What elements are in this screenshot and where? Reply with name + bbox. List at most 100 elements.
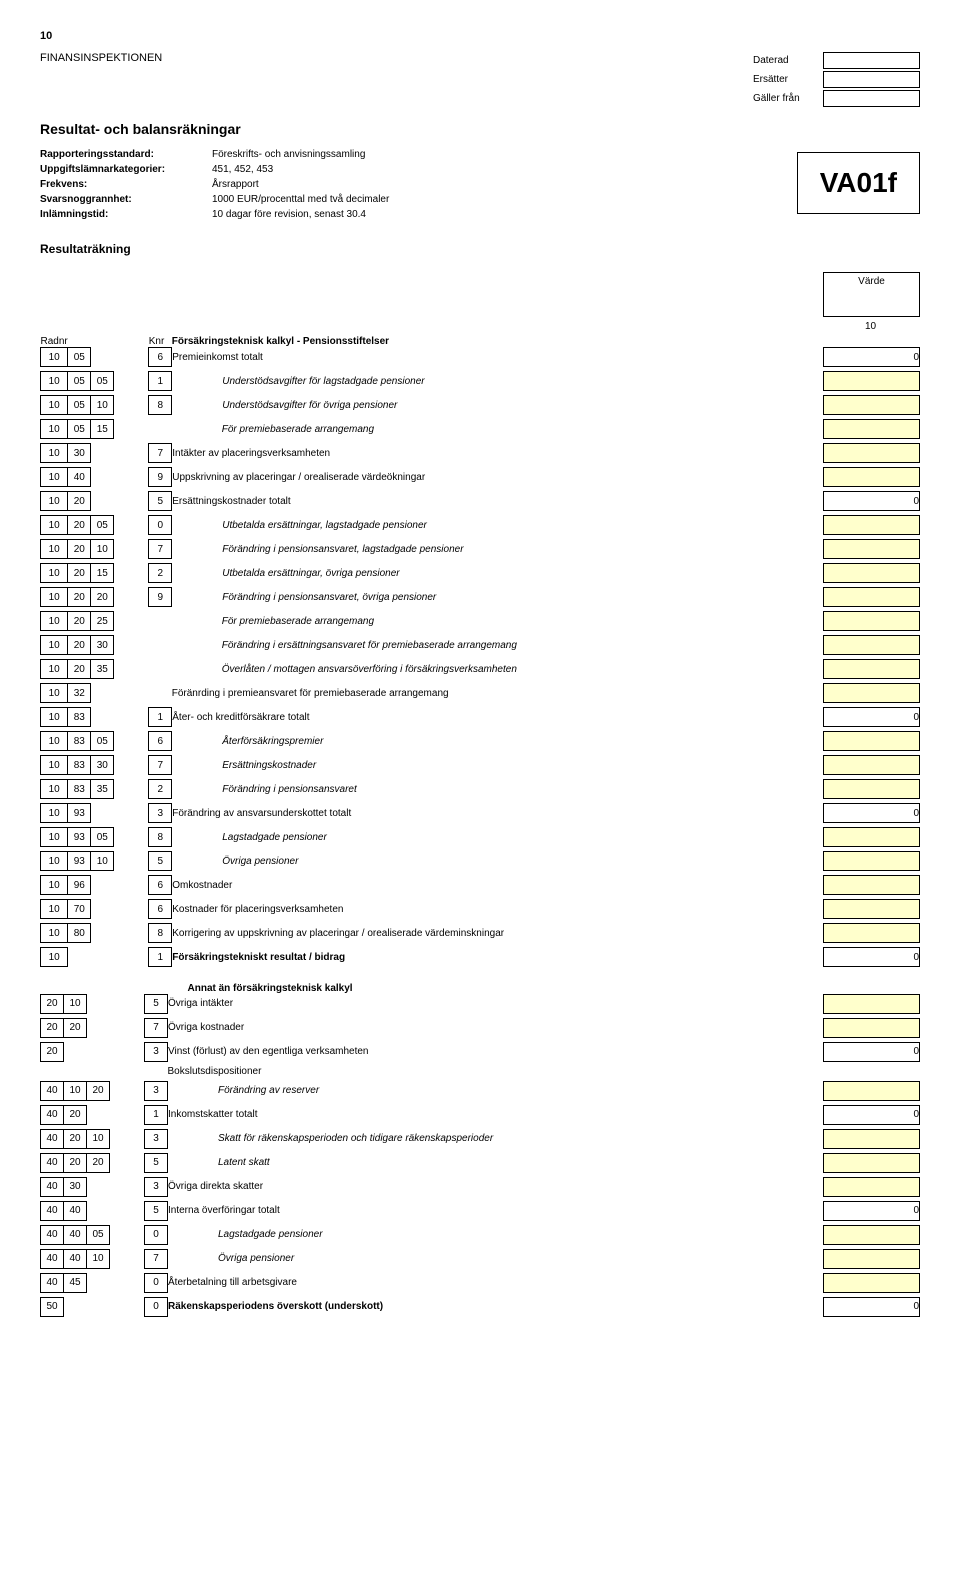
- replaces-value[interactable]: [823, 71, 920, 88]
- value-cell[interactable]: [824, 852, 920, 871]
- value-cell[interactable]: [824, 636, 920, 655]
- code-cell: [114, 540, 137, 559]
- code-cell: 10: [41, 804, 68, 823]
- code-cell: [110, 1042, 133, 1061]
- code-cell: 80: [68, 924, 91, 943]
- hdr-desc: Försäkringsteknisk kalkyl - Pensionsstif…: [172, 336, 824, 348]
- value-cell[interactable]: [824, 372, 920, 391]
- knr-cell: 3: [145, 1129, 168, 1148]
- code-cell: 10: [41, 756, 68, 775]
- value-cell[interactable]: [824, 1153, 920, 1172]
- value-cell[interactable]: [824, 924, 920, 943]
- value-cell[interactable]: [824, 1177, 920, 1196]
- code-cell: 40: [41, 1105, 64, 1124]
- hdr-knr: Knr: [149, 336, 172, 348]
- row-label: Kostnader för placeringsverksamheten: [172, 900, 824, 919]
- knr-cell: 6: [149, 732, 172, 751]
- code-cell: 93: [68, 852, 91, 871]
- row-label: Omkostnader: [172, 876, 824, 895]
- value-cell[interactable]: [824, 468, 920, 487]
- code-cell: 20: [68, 660, 91, 679]
- code-cell: 10: [41, 900, 68, 919]
- code-cell: 20: [68, 612, 91, 631]
- code-cell: [91, 876, 114, 895]
- row-label: Övriga intäkter: [168, 994, 824, 1013]
- value-cell[interactable]: [824, 396, 920, 415]
- value-cell[interactable]: [824, 660, 920, 679]
- value-cell[interactable]: [824, 1273, 920, 1292]
- value-cell[interactable]: [824, 564, 920, 583]
- validfrom-value[interactable]: [823, 90, 920, 107]
- row-label: Utbetalda ersättningar, övriga pensioner: [172, 564, 824, 583]
- code-cell: 83: [68, 756, 91, 775]
- code-cell: 05: [68, 420, 91, 439]
- knr-cell: 8: [149, 828, 172, 847]
- code-cell: 10: [41, 876, 68, 895]
- value-cell[interactable]: [824, 828, 920, 847]
- code-cell: 10: [41, 708, 68, 727]
- code-cell: [110, 1081, 133, 1100]
- code-cell: 40: [68, 468, 91, 487]
- value-cell[interactable]: [824, 612, 920, 631]
- knr-cell: 6: [149, 876, 172, 895]
- knr-cell: 0: [145, 1297, 168, 1316]
- value-cell[interactable]: [824, 994, 920, 1013]
- value-cell[interactable]: [824, 1081, 920, 1100]
- varde-box: Värde: [823, 272, 920, 317]
- code-cell: [114, 684, 137, 703]
- row-label: Räkenskapsperiodens överskott (underskot…: [168, 1297, 824, 1316]
- value-cell: 0: [824, 1105, 920, 1124]
- code-cell: [87, 1177, 110, 1196]
- main-title: Resultat- och balansräkningar: [40, 121, 920, 137]
- code-cell: 10: [91, 540, 114, 559]
- code-cell: [114, 372, 137, 391]
- code-cell: 20: [41, 994, 64, 1013]
- value-cell[interactable]: [824, 780, 920, 799]
- code-cell: [87, 1105, 110, 1124]
- value-cell: 0: [824, 348, 920, 367]
- knr-cell: 9: [149, 468, 172, 487]
- row-label: Åter- och kreditförsäkrare totalt: [172, 708, 824, 727]
- code-cell: 93: [68, 828, 91, 847]
- value-cell[interactable]: [824, 420, 920, 439]
- value-cell[interactable]: [824, 876, 920, 895]
- value-cell[interactable]: [824, 756, 920, 775]
- dated-value[interactable]: [823, 52, 920, 69]
- value-cell: 0: [824, 948, 920, 967]
- code-cell: [114, 564, 137, 583]
- code-cell: 10: [41, 780, 68, 799]
- code-cell: 05: [68, 348, 91, 367]
- value-cell[interactable]: [824, 684, 920, 703]
- value-cell[interactable]: [824, 516, 920, 535]
- row-label: Understödsavgifter för lagstadgade pensi…: [172, 372, 824, 391]
- code-cell: 10: [41, 732, 68, 751]
- code-cell: 10: [41, 828, 68, 847]
- value-cell[interactable]: [824, 588, 920, 607]
- value-cell[interactable]: [824, 1225, 920, 1244]
- code-cell: [91, 924, 114, 943]
- value-cell[interactable]: [824, 900, 920, 919]
- knr-cell: 8: [149, 396, 172, 415]
- code-cell: [110, 1066, 133, 1077]
- knr-cell: 5: [149, 492, 172, 511]
- value-cell[interactable]: [824, 444, 920, 463]
- row-label: Förändring av ansvarsunderskottet totalt: [172, 804, 824, 823]
- value-cell[interactable]: [824, 1018, 920, 1037]
- knr-cell: 3: [149, 804, 172, 823]
- knr-cell: 5: [145, 994, 168, 1013]
- code-cell: 20: [68, 636, 91, 655]
- sub-title: Resultaträkning: [40, 242, 920, 256]
- code-cell: 10: [64, 1081, 87, 1100]
- row-label: Inkomstskatter totalt: [168, 1105, 824, 1124]
- code-cell: 30: [91, 756, 114, 775]
- row-label: Förändring i ersättningsansvaret för pre…: [172, 636, 824, 655]
- value-cell[interactable]: [824, 732, 920, 751]
- code-cell: [64, 1066, 87, 1077]
- value-cell[interactable]: [824, 1129, 920, 1148]
- code-cell: 20: [68, 588, 91, 607]
- code-cell: 20: [68, 540, 91, 559]
- value-cell[interactable]: [824, 1249, 920, 1268]
- row-label: Övriga pensioner: [172, 852, 824, 871]
- row-label: Vinst (förlust) av den egentliga verksam…: [168, 1042, 824, 1061]
- value-cell[interactable]: [824, 540, 920, 559]
